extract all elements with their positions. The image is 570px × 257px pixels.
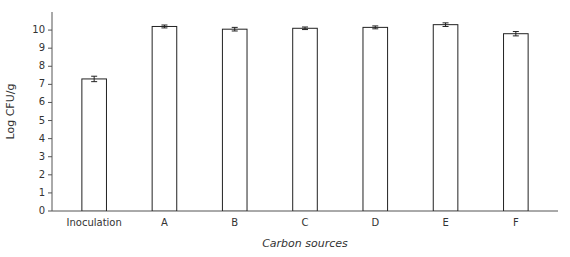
bar <box>222 29 247 211</box>
error-cap <box>161 27 167 28</box>
y-tick-label: 8 <box>39 60 45 71</box>
bar <box>363 27 388 211</box>
y-tick-label: 6 <box>39 96 45 107</box>
error-cap <box>232 27 238 28</box>
error-bar <box>443 23 449 27</box>
bar <box>152 26 177 211</box>
error-bar <box>232 27 238 31</box>
error-bar <box>161 25 167 28</box>
error-stem <box>234 27 235 31</box>
error-bar <box>302 27 308 30</box>
error-cap <box>443 26 449 27</box>
error-stem <box>515 32 516 36</box>
y-tick-label: 10 <box>32 24 45 35</box>
bar <box>433 25 458 211</box>
error-bar <box>513 32 519 36</box>
y-tick-label: 0 <box>39 205 45 216</box>
x-tick-label: C <box>302 217 309 228</box>
x-axis-label: Carbon sources <box>262 237 348 250</box>
y-tick-label: 9 <box>39 42 45 53</box>
y-tick <box>48 120 52 121</box>
bar <box>293 28 318 211</box>
y-ticks: 0 1 2 3 4 5 6 7 8 9 10 <box>32 24 52 216</box>
error-stem <box>445 23 446 27</box>
y-axis-line <box>52 12 53 211</box>
error-cap <box>232 30 238 31</box>
x-tick-label: E <box>442 217 448 228</box>
x-tick-label: Inoculation <box>67 217 122 228</box>
error-bar <box>372 26 378 29</box>
y-tick <box>48 174 52 175</box>
chart-svg: 0 1 2 3 4 5 6 7 8 9 10 Inoculation A B C D E F Carbon sour… <box>0 0 570 257</box>
y-tick <box>48 102 52 103</box>
error-cap <box>513 35 519 36</box>
error-stem <box>94 76 95 81</box>
error-bar <box>91 76 97 81</box>
y-tick <box>48 48 52 49</box>
error-cap <box>302 27 308 28</box>
y-tick-label: 2 <box>39 169 45 180</box>
y-tick-label: 3 <box>39 151 45 162</box>
bar <box>82 79 107 211</box>
y-tick <box>48 192 52 193</box>
error-cap <box>443 22 449 23</box>
y-tick <box>48 156 52 157</box>
bars <box>82 23 528 211</box>
y-tick <box>48 66 52 67</box>
y-tick-label: 1 <box>39 187 45 198</box>
y-tick <box>48 138 52 139</box>
y-tick-label: 7 <box>39 78 45 89</box>
x-tick-label: F <box>513 217 519 228</box>
error-cap <box>161 25 167 26</box>
y-axis-label: Log CFU/g <box>4 84 17 140</box>
x-tick-label: A <box>161 217 168 228</box>
y-tick <box>48 84 52 85</box>
bar <box>504 34 529 211</box>
error-cap <box>91 76 97 77</box>
x-tick-label: B <box>231 217 238 228</box>
error-cap <box>372 25 378 26</box>
y-tick <box>48 211 52 212</box>
chart-container: 0 1 2 3 4 5 6 7 8 9 10 Inoculation A B C D E F Carbon sour… <box>0 0 570 257</box>
error-cap <box>513 31 519 32</box>
x-ticks: Inoculation A B C D E F <box>67 217 519 228</box>
error-cap <box>372 28 378 29</box>
y-tick <box>48 30 52 31</box>
y-tick-label: 4 <box>39 133 45 144</box>
error-cap <box>91 81 97 82</box>
y-tick-label: 5 <box>39 115 45 126</box>
x-tick-label: D <box>371 217 379 228</box>
error-cap <box>302 29 308 30</box>
